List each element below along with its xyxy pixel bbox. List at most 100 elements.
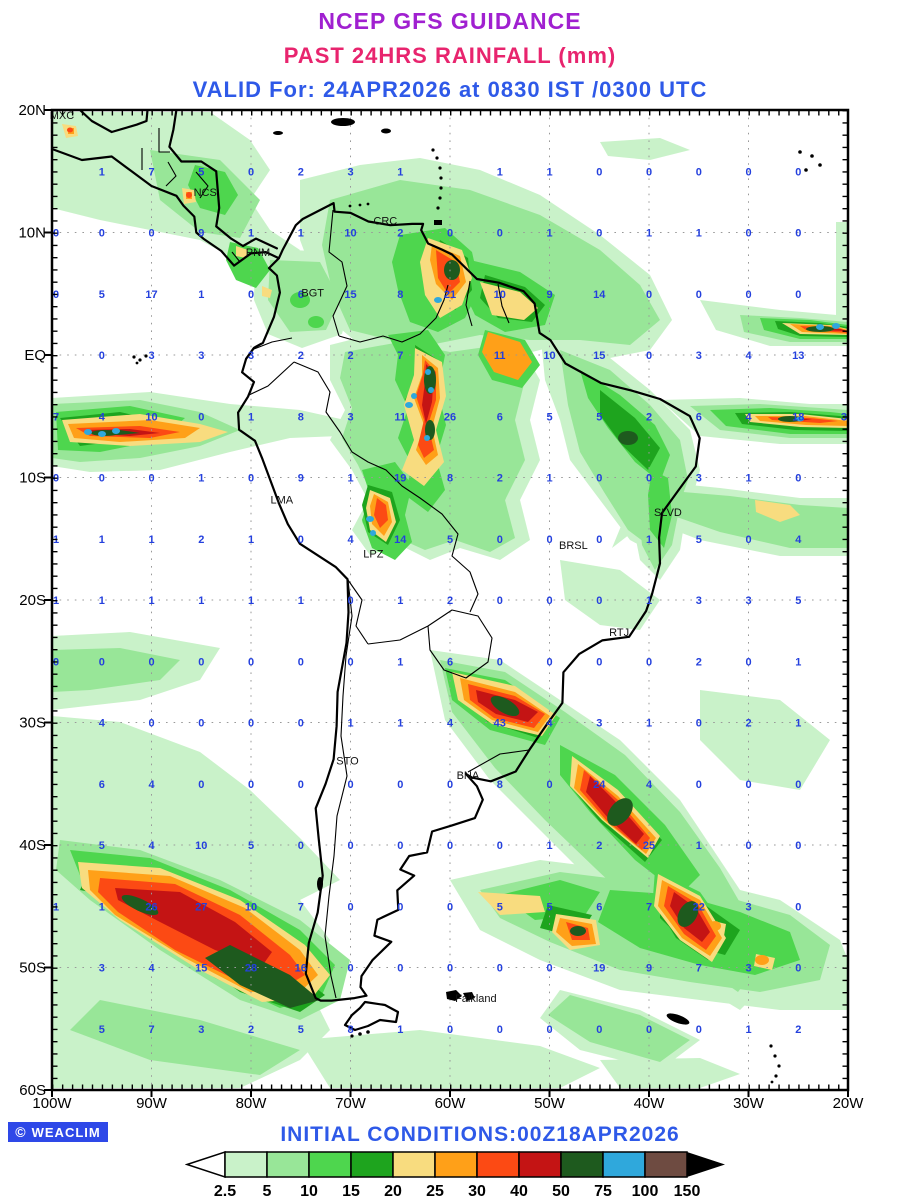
grid-value: 4 <box>99 411 106 423</box>
grid-value: 0 <box>198 411 204 423</box>
station-label-rtj: RTJ <box>609 627 629 639</box>
hispaniola-island <box>331 118 355 126</box>
weaclim-logo: © WEACLIM <box>8 1122 108 1142</box>
grid-value: 0 <box>99 228 105 240</box>
grid-value: 1 <box>397 166 403 178</box>
grid-value: 0 <box>795 963 801 975</box>
grid-value: 0 <box>248 656 254 668</box>
grid-value: 5 <box>248 840 254 852</box>
grid-value: 0 <box>546 779 552 791</box>
grid-value: 0 <box>745 534 751 546</box>
grid-value: 5 <box>99 289 105 301</box>
grid-value: 2 <box>198 534 204 546</box>
grid-value: 1 <box>397 718 403 730</box>
colorbar-segment <box>476 1151 520 1178</box>
falkland-islands <box>446 990 475 1001</box>
grid-value: 2 <box>298 350 304 362</box>
central-america-caribbean-coast <box>168 110 278 250</box>
grid-value: 0 <box>447 779 453 791</box>
grid-value: 0 <box>298 779 304 791</box>
grid-value: 1 <box>696 840 702 852</box>
grid-value: 1 <box>497 166 503 178</box>
south-georgia-island <box>666 1013 690 1025</box>
lon-label-30W: 30W <box>733 1095 765 1112</box>
grid-value: 0 <box>347 901 353 913</box>
grid-value: 0 <box>546 656 552 668</box>
grid-value: 3 <box>745 901 751 913</box>
lat-label-20S: 20S <box>19 592 46 609</box>
grid-value: 0 <box>148 656 154 668</box>
grid-value: 0 <box>298 840 304 852</box>
grid-value: 1 <box>745 1024 751 1036</box>
grid-value: 0 <box>795 840 801 852</box>
grid-value: 0 <box>347 963 353 975</box>
grid-value: 5 <box>546 411 552 423</box>
grid-value: 1 <box>99 901 105 913</box>
colorbar-segment <box>434 1151 478 1178</box>
grid-value: 0 <box>646 1024 652 1036</box>
lat-label-30S: 30S <box>19 715 46 732</box>
grid-value: 8 <box>397 289 403 301</box>
grid-value: 15 <box>593 350 605 362</box>
grid-value: 4 <box>148 779 155 791</box>
south-america-coastline <box>237 202 701 1002</box>
grid-value: 1 <box>745 473 751 485</box>
grid-value: 0 <box>696 718 702 730</box>
lesser-antilles-islands <box>431 148 443 210</box>
grid-value: 0 <box>596 1024 602 1036</box>
colorbar-segment <box>518 1151 562 1178</box>
grid-value: 0 <box>347 595 353 607</box>
grid-value: 13 <box>792 350 804 362</box>
grid-value: 21 <box>444 289 456 301</box>
grid-value: 10 <box>344 228 356 240</box>
grid-value: 1 <box>397 656 403 668</box>
grid-value: 27 <box>195 901 207 913</box>
station-label-sto: STO <box>336 755 359 767</box>
cape-horn-archipelago <box>350 1030 370 1038</box>
grid-value: 1 <box>347 473 353 485</box>
south-sandwich-islands <box>769 1044 781 1084</box>
grid-value: 1 <box>99 595 105 607</box>
station-label-pnm: PNM <box>246 247 270 259</box>
grid-value: 5 <box>546 901 552 913</box>
grid-value: 0 <box>596 473 602 485</box>
grid-value: 0 <box>447 1024 453 1036</box>
grid-value: 0 <box>745 656 751 668</box>
grid-value: 0 <box>148 473 154 485</box>
grid-value: 1 <box>546 228 552 240</box>
grid-value: 4 <box>745 411 752 423</box>
grid-value: 0 <box>546 963 552 975</box>
grid-value: 6 <box>99 779 105 791</box>
grid-value: 0 <box>497 1024 503 1036</box>
colorbar-segment <box>392 1151 436 1178</box>
grid-value: 25 <box>643 840 655 852</box>
grid-value: 1 <box>646 718 652 730</box>
station-label-ncs: NCS <box>194 187 217 199</box>
grid-value: 1 <box>397 1024 403 1036</box>
grid-value: 0 <box>397 963 403 975</box>
grid-value: 0 <box>248 473 254 485</box>
lon-label-40W: 40W <box>634 1095 666 1112</box>
grid-value: 1 <box>696 228 702 240</box>
grid-value: 0 <box>596 228 602 240</box>
initial-conditions-line: INITIAL CONDITIONS:00Z18APR2026 <box>280 1123 680 1146</box>
grid-value: 0 <box>696 779 702 791</box>
grid-value: 10 <box>245 901 257 913</box>
grid-value: 1 <box>148 534 154 546</box>
grid-value: 0 <box>795 289 801 301</box>
grid-value: 0 <box>248 779 254 791</box>
grid-value: 5 <box>696 534 702 546</box>
grid-value: 9 <box>198 228 204 240</box>
coastlines <box>52 110 701 1032</box>
grid-value: 1 <box>546 473 552 485</box>
grid-value: 0 <box>795 166 801 178</box>
colorbar-level-label: 20 <box>384 1183 402 1200</box>
grid-value: 10 <box>494 289 506 301</box>
grid-value: 0 <box>99 350 105 362</box>
grid-value: 0 <box>745 289 751 301</box>
grid-value: 1 <box>546 166 552 178</box>
lat-label-60S: 60S <box>19 1082 46 1099</box>
grid-value: 4 <box>546 718 553 730</box>
grid-value: 9 <box>298 473 304 485</box>
